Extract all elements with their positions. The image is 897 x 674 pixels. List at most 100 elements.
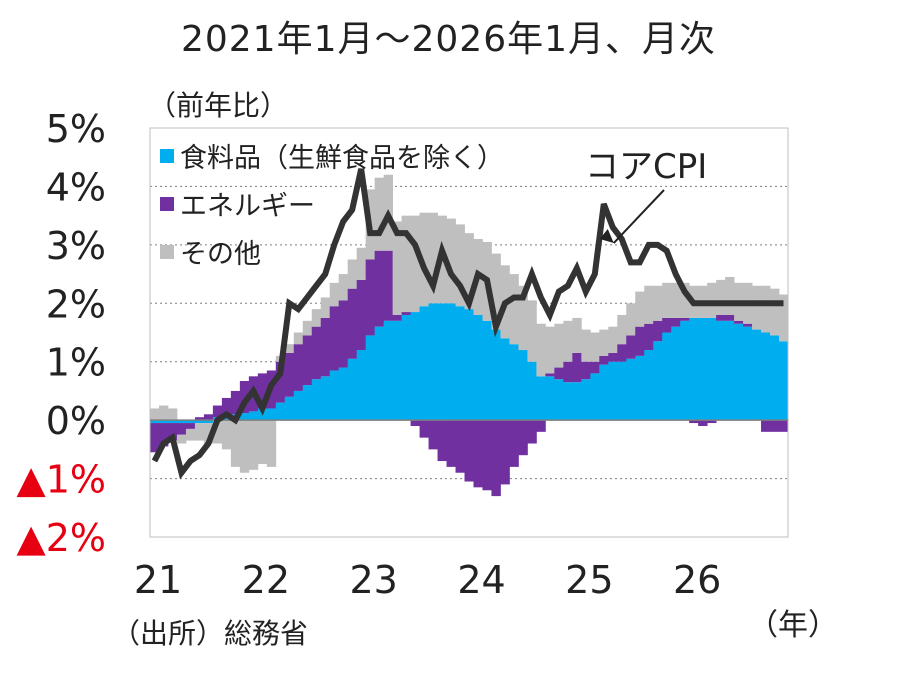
bar-other <box>428 212 438 304</box>
bar-energy <box>302 335 313 386</box>
annotation: コアCPI <box>585 147 707 244</box>
bar-energy <box>617 344 627 362</box>
bar-energy <box>545 373 555 377</box>
bar-energy <box>680 317 690 321</box>
bar-other <box>680 282 690 318</box>
bar-food <box>653 341 663 421</box>
bar-energy <box>392 314 403 321</box>
bar-energy <box>608 352 618 362</box>
bar-other <box>194 423 205 441</box>
bar-food <box>437 303 447 421</box>
bar-energy <box>194 417 205 421</box>
bar-other <box>644 285 654 324</box>
bar-other <box>257 420 268 464</box>
bar-energy <box>311 326 322 380</box>
bar-food <box>545 376 555 421</box>
bar-energy <box>176 423 187 435</box>
bar-food <box>698 317 708 421</box>
bar-food <box>347 358 358 421</box>
bar-energy <box>563 361 573 383</box>
bar-food <box>356 350 367 421</box>
bar-food <box>662 332 672 421</box>
bar-energy <box>734 320 744 324</box>
bar-food <box>311 379 322 421</box>
bar-energy <box>635 326 645 356</box>
y-tick-label: 5% <box>46 107 106 151</box>
bar-energy <box>150 423 160 453</box>
bar-food <box>671 326 681 421</box>
y-tick-label: ▲2% <box>16 516 106 560</box>
bar-energy <box>320 317 331 377</box>
bar-energy <box>554 367 564 380</box>
bar-food <box>509 344 519 421</box>
bar-other <box>590 332 600 362</box>
bar-food <box>158 420 169 424</box>
bar-energy <box>383 250 394 321</box>
bar-food <box>626 358 636 421</box>
bar-energy <box>329 306 340 371</box>
bar-food <box>581 379 591 421</box>
bar-other <box>779 294 789 342</box>
bar-other <box>266 420 277 467</box>
bar-food <box>491 329 501 421</box>
bar-food <box>266 408 277 421</box>
bar-food <box>167 420 178 424</box>
bar-energy <box>482 420 492 491</box>
plot-frame <box>149 127 789 538</box>
bar-energy <box>464 420 474 482</box>
bar-other <box>158 405 169 421</box>
bar-food <box>554 379 564 421</box>
bar-energy <box>626 335 636 359</box>
bar-energy <box>293 344 304 391</box>
bar-other <box>293 332 304 345</box>
bar-other <box>320 297 331 318</box>
y-tick-label: 3% <box>46 224 106 268</box>
bar-energy <box>419 420 429 438</box>
bar-energy <box>257 373 268 409</box>
bar-energy <box>446 420 456 467</box>
bar-energy <box>581 361 591 380</box>
legend-other-label: その他 <box>180 239 261 270</box>
bar-food <box>572 382 582 421</box>
bar-other <box>239 420 250 473</box>
bar-other <box>401 215 411 313</box>
bar-food <box>176 420 187 424</box>
bar-energy <box>572 352 582 383</box>
bar-other <box>167 408 178 421</box>
bar-other <box>212 420 223 444</box>
bar-food <box>743 326 753 421</box>
legend-other-swatch <box>160 244 174 259</box>
legend-energy: エネルギー <box>160 184 315 223</box>
bar-food <box>446 303 456 421</box>
bar-energy <box>473 420 483 488</box>
bar-food <box>563 382 573 421</box>
bar-other <box>185 428 196 441</box>
bar-energy <box>158 423 169 447</box>
bar-food <box>635 355 645 421</box>
bar-energy <box>599 355 609 365</box>
bar-other <box>302 320 313 336</box>
bar-food <box>464 309 474 421</box>
bar-food <box>482 320 492 421</box>
bar-other <box>752 285 762 330</box>
bar-food <box>284 396 295 421</box>
axes <box>149 127 789 538</box>
bar-food <box>707 317 717 421</box>
bar-energy <box>698 420 708 426</box>
x-unit-label: （年） <box>748 608 838 643</box>
legend-other: その他 <box>160 232 261 271</box>
bar-food <box>203 420 214 424</box>
bar-other <box>518 285 528 351</box>
bar-other <box>230 420 241 467</box>
bar-food <box>150 420 160 424</box>
bar-other <box>572 317 582 353</box>
bar-energy <box>437 420 447 462</box>
bar-other <box>662 282 672 318</box>
bar-energy <box>221 397 232 416</box>
x-tick-label: 26 <box>673 558 721 602</box>
bar-energy <box>536 420 546 432</box>
bar-other <box>581 329 591 362</box>
bar-other <box>221 420 232 450</box>
bar-energy <box>356 279 367 351</box>
